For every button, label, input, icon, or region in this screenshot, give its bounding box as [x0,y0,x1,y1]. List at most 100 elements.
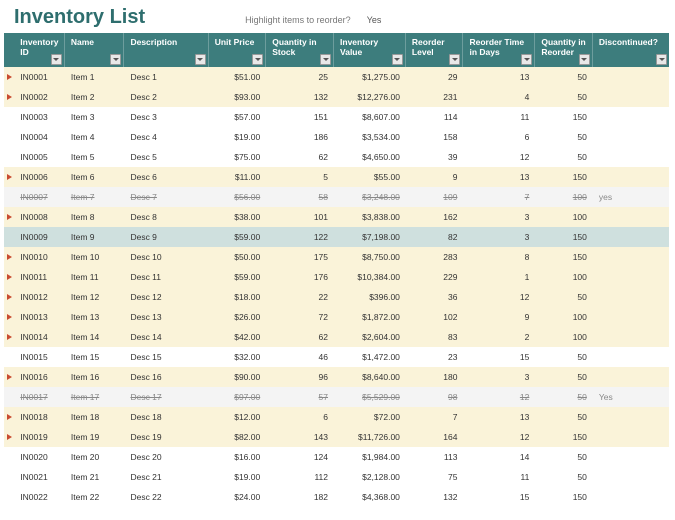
cell-reorderLevel: 39 [406,147,464,167]
cell-reorderDays: 7 [463,187,535,207]
cell-qtyStock: 62 [266,147,334,167]
column-desc[interactable]: Description [124,33,208,67]
cell-qtyStock: 112 [266,467,334,487]
cell-unitPrice: $12.00 [209,407,267,427]
cell-id: IN0002 [14,87,65,107]
column-qtyReorder[interactable]: Quantity in Reorder [535,33,593,67]
cell-qtyReorder: 100 [535,267,593,287]
table-row[interactable]: IN0022Item 22Desc 22$24.00182$4,368.0013… [4,487,669,507]
filter-dropdown-icon[interactable] [320,54,331,65]
table-row[interactable]: IN0015Item 15Desc 15$32.0046$1,472.00231… [4,347,669,367]
filter-dropdown-icon[interactable] [521,54,532,65]
table-row[interactable]: IN0002Item 2Desc 2$93.00132$12,276.00231… [4,87,669,107]
filter-dropdown-icon[interactable] [449,54,460,65]
cell-reorderLevel: 98 [406,387,464,407]
filter-dropdown-icon[interactable] [579,54,590,65]
cell-name: Item 17 [65,387,125,407]
table-row[interactable]: IN0006Item 6Desc 6$11.005$55.00913150 [4,167,669,187]
cell-unitPrice: $57.00 [209,107,267,127]
table-row[interactable]: IN0008Item 8Desc 8$38.00101$3,838.001623… [4,207,669,227]
cell-name: Item 11 [65,267,125,287]
filter-dropdown-icon[interactable] [195,54,206,65]
cell-reorderLevel: 7 [406,407,464,427]
cell-name: Item 1 [65,67,125,87]
column-name[interactable]: Name [65,33,125,67]
cell-invValue: $1,872.00 [334,307,406,327]
table-row[interactable]: IN0001Item 1Desc 1$51.0025$1,275.0029135… [4,67,669,87]
reorder-flag-cell [4,67,14,87]
cell-reorderDays: 13 [463,67,535,87]
cell-qtyStock: 176 [266,267,334,287]
column-unitPrice[interactable]: Unit Price [209,33,267,67]
cell-id: IN0012 [14,287,65,307]
cell-qtyStock: 186 [266,127,334,147]
cell-reorderDays: 4 [463,87,535,107]
table-row[interactable]: IN0016Item 16Desc 16$90.0096$8,640.00180… [4,367,669,387]
cell-reorderDays: 6 [463,127,535,147]
cell-qtyReorder: 50 [535,87,593,107]
column-qtyStock[interactable]: Quantity in Stock [266,33,334,67]
filter-dropdown-icon[interactable] [392,54,403,65]
cell-qtyReorder: 50 [535,467,593,487]
table-body: IN0001Item 1Desc 1$51.0025$1,275.0029135… [4,67,669,507]
highlight-value[interactable]: Yes [367,15,382,25]
cell-discontinued [593,427,669,447]
table-row[interactable]: IN0017Item 17Desc 17$97.0057$5,529.00981… [4,387,669,407]
table-row[interactable]: IN0014Item 14Desc 14$42.0062$2,604.00832… [4,327,669,347]
cell-qtyReorder: 150 [535,167,593,187]
column-label: Name [71,37,94,47]
reorder-flag-icon [7,254,12,260]
filter-dropdown-icon[interactable] [110,54,121,65]
cell-name: Item 21 [65,467,125,487]
cell-reorderDays: 3 [463,227,535,247]
cell-unitPrice: $19.00 [209,467,267,487]
column-reorderLevel[interactable]: Reorder Level [406,33,464,67]
cell-name: Item 14 [65,327,125,347]
cell-unitPrice: $32.00 [209,347,267,367]
reorder-flag-icon [7,274,12,280]
table-row[interactable]: IN0011Item 11Desc 11$59.00176$10,384.002… [4,267,669,287]
reorder-flag-icon [7,214,12,220]
table-row[interactable]: IN0021Item 21Desc 21$19.00112$2,128.0075… [4,467,669,487]
highlight-label: Highlight items to reorder? [245,15,351,25]
cell-qtyReorder: 50 [535,387,593,407]
table-row[interactable]: IN0018Item 18Desc 18$12.006$72.0071350 [4,407,669,427]
cell-unitPrice: $56.00 [209,187,267,207]
column-id[interactable]: Inventory ID [14,33,65,67]
cell-discontinued [593,107,669,127]
table-row[interactable]: IN0004Item 4Desc 4$19.00186$3,534.001586… [4,127,669,147]
column-invValue[interactable]: Inventory Value [334,33,406,67]
cell-reorderLevel: 132 [406,487,464,507]
cell-desc: Desc 10 [124,247,208,267]
cell-name: Item 6 [65,167,125,187]
cell-qtyReorder: 50 [535,407,593,427]
cell-unitPrice: $59.00 [209,267,267,287]
cell-unitPrice: $51.00 [209,67,267,87]
column-reorderDays[interactable]: Reorder Time in Days [463,33,535,67]
table-row[interactable]: IN0019Item 19Desc 19$82.00143$11,726.001… [4,427,669,447]
table-row[interactable]: IN0003Item 3Desc 3$57.00151$8,607.001141… [4,107,669,127]
reorder-flag-cell [4,267,14,287]
table-row[interactable]: IN0005Item 5Desc 5$75.0062$4,650.0039125… [4,147,669,167]
table-row[interactable]: IN0009Item 9Desc 9$59.00122$7,198.008231… [4,227,669,247]
table-row[interactable]: IN0010Item 10Desc 10$50.00175$8,750.0028… [4,247,669,267]
page-title: Inventory List [14,6,145,29]
filter-dropdown-icon[interactable] [656,54,667,65]
cell-discontinued [593,67,669,87]
table-row[interactable]: IN0012Item 12Desc 12$18.0022$396.0036125… [4,287,669,307]
cell-qtyStock: 25 [266,67,334,87]
table-row[interactable]: IN0020Item 20Desc 20$16.00124$1,984.0011… [4,447,669,467]
reorder-flag-cell [4,447,14,467]
cell-invValue: $1,275.00 [334,67,406,87]
table-row[interactable]: IN0013Item 13Desc 13$26.0072$1,872.00102… [4,307,669,327]
table-row[interactable]: IN0007Item 7Desc 7$56.0058$3,248.0010971… [4,187,669,207]
table-header-row: Inventory IDNameDescriptionUnit PriceQua… [4,33,669,67]
cell-id: IN0008 [14,207,65,227]
cell-desc: Desc 13 [124,307,208,327]
filter-dropdown-icon[interactable] [252,54,263,65]
cell-name: Item 3 [65,107,125,127]
inventory-table: Inventory IDNameDescriptionUnit PriceQua… [4,33,669,507]
filter-dropdown-icon[interactable] [51,54,62,65]
column-discontinued[interactable]: Discontinued? [593,33,669,67]
cell-id: IN0013 [14,307,65,327]
